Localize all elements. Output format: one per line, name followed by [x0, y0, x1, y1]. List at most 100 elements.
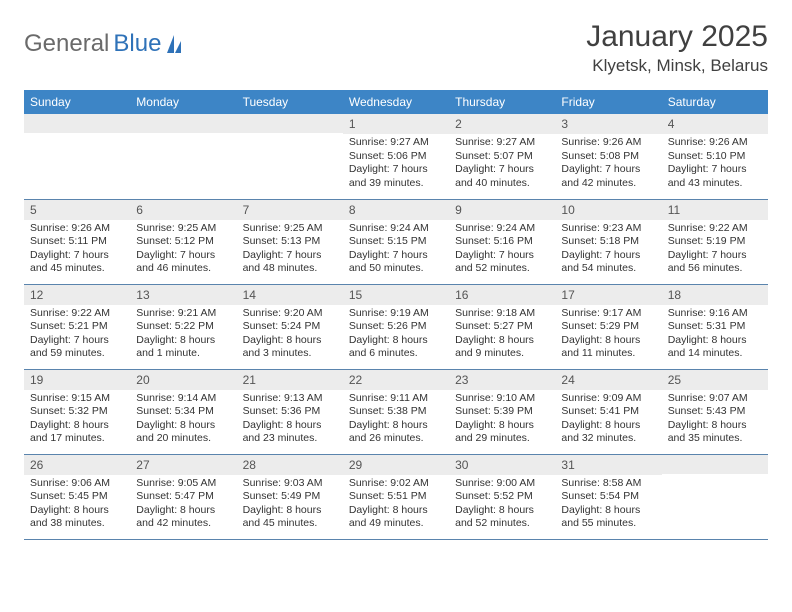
calendar-day-cell: 10Sunrise: 9:23 AMSunset: 5:18 PMDayligh… [555, 199, 661, 284]
calendar-day-cell: 21Sunrise: 9:13 AMSunset: 5:36 PMDayligh… [237, 369, 343, 454]
calendar-day-cell: 19Sunrise: 9:15 AMSunset: 5:32 PMDayligh… [24, 369, 130, 454]
day-details: Sunrise: 9:24 AMSunset: 5:16 PMDaylight:… [449, 220, 555, 281]
day-details: Sunrise: 9:10 AMSunset: 5:39 PMDaylight:… [449, 390, 555, 451]
calendar-day-cell: 20Sunrise: 9:14 AMSunset: 5:34 PMDayligh… [130, 369, 236, 454]
day-number: 17 [555, 285, 661, 305]
day-details: Sunrise: 9:15 AMSunset: 5:32 PMDaylight:… [24, 390, 130, 451]
calendar-day-cell: 11Sunrise: 9:22 AMSunset: 5:19 PMDayligh… [662, 199, 768, 284]
day-details: Sunrise: 9:18 AMSunset: 5:27 PMDaylight:… [449, 305, 555, 366]
calendar-day-cell: 12Sunrise: 9:22 AMSunset: 5:21 PMDayligh… [24, 284, 130, 369]
day-details [237, 133, 343, 139]
day-number: 2 [449, 114, 555, 134]
day-details: Sunrise: 9:26 AMSunset: 5:11 PMDaylight:… [24, 220, 130, 281]
calendar-day-cell: 8Sunrise: 9:24 AMSunset: 5:15 PMDaylight… [343, 199, 449, 284]
day-number: 25 [662, 370, 768, 390]
day-details: Sunrise: 9:16 AMSunset: 5:31 PMDaylight:… [662, 305, 768, 366]
day-details: Sunrise: 9:11 AMSunset: 5:38 PMDaylight:… [343, 390, 449, 451]
day-number: 29 [343, 455, 449, 475]
calendar-day-cell: 16Sunrise: 9:18 AMSunset: 5:27 PMDayligh… [449, 284, 555, 369]
calendar-day-cell: 4Sunrise: 9:26 AMSunset: 5:10 PMDaylight… [662, 114, 768, 199]
day-number: 14 [237, 285, 343, 305]
calendar-day-cell: 27Sunrise: 9:05 AMSunset: 5:47 PMDayligh… [130, 454, 236, 539]
day-details [662, 474, 768, 480]
calendar-day-cell [662, 454, 768, 539]
calendar-week-row: 5Sunrise: 9:26 AMSunset: 5:11 PMDaylight… [24, 199, 768, 284]
calendar-day-cell: 3Sunrise: 9:26 AMSunset: 5:08 PMDaylight… [555, 114, 661, 199]
day-header: Saturday [662, 90, 768, 114]
day-number: 13 [130, 285, 236, 305]
calendar-day-cell: 6Sunrise: 9:25 AMSunset: 5:12 PMDaylight… [130, 199, 236, 284]
day-header: Thursday [449, 90, 555, 114]
calendar-day-cell: 28Sunrise: 9:03 AMSunset: 5:49 PMDayligh… [237, 454, 343, 539]
day-details: Sunrise: 9:07 AMSunset: 5:43 PMDaylight:… [662, 390, 768, 451]
day-number: 9 [449, 200, 555, 220]
day-details: Sunrise: 9:27 AMSunset: 5:07 PMDaylight:… [449, 134, 555, 195]
day-details: Sunrise: 9:20 AMSunset: 5:24 PMDaylight:… [237, 305, 343, 366]
day-number: 26 [24, 455, 130, 475]
day-number: 10 [555, 200, 661, 220]
day-details: Sunrise: 9:21 AMSunset: 5:22 PMDaylight:… [130, 305, 236, 366]
calendar-day-cell: 24Sunrise: 9:09 AMSunset: 5:41 PMDayligh… [555, 369, 661, 454]
calendar-day-cell: 23Sunrise: 9:10 AMSunset: 5:39 PMDayligh… [449, 369, 555, 454]
day-details: Sunrise: 8:58 AMSunset: 5:54 PMDaylight:… [555, 475, 661, 536]
day-details: Sunrise: 9:17 AMSunset: 5:29 PMDaylight:… [555, 305, 661, 366]
day-number [24, 114, 130, 133]
day-number: 27 [130, 455, 236, 475]
day-details: Sunrise: 9:24 AMSunset: 5:15 PMDaylight:… [343, 220, 449, 281]
calendar-day-cell [237, 114, 343, 199]
day-header: Wednesday [343, 90, 449, 114]
calendar-day-cell: 13Sunrise: 9:21 AMSunset: 5:22 PMDayligh… [130, 284, 236, 369]
day-number: 3 [555, 114, 661, 134]
calendar-day-cell [130, 114, 236, 199]
day-details: Sunrise: 9:14 AMSunset: 5:34 PMDaylight:… [130, 390, 236, 451]
calendar-day-cell: 22Sunrise: 9:11 AMSunset: 5:38 PMDayligh… [343, 369, 449, 454]
calendar-day-cell: 18Sunrise: 9:16 AMSunset: 5:31 PMDayligh… [662, 284, 768, 369]
calendar-day-cell: 5Sunrise: 9:26 AMSunset: 5:11 PMDaylight… [24, 199, 130, 284]
day-header: Monday [130, 90, 236, 114]
day-number: 11 [662, 200, 768, 220]
day-number: 28 [237, 455, 343, 475]
day-number: 30 [449, 455, 555, 475]
logo: General Blue [24, 30, 181, 58]
calendar-week-row: 1Sunrise: 9:27 AMSunset: 5:06 PMDaylight… [24, 114, 768, 199]
day-number: 16 [449, 285, 555, 305]
logo-text-1: General [24, 30, 109, 58]
calendar-week-row: 12Sunrise: 9:22 AMSunset: 5:21 PMDayligh… [24, 284, 768, 369]
day-details: Sunrise: 9:05 AMSunset: 5:47 PMDaylight:… [130, 475, 236, 536]
day-details: Sunrise: 9:06 AMSunset: 5:45 PMDaylight:… [24, 475, 130, 536]
day-details: Sunrise: 9:00 AMSunset: 5:52 PMDaylight:… [449, 475, 555, 536]
day-details: Sunrise: 9:22 AMSunset: 5:19 PMDaylight:… [662, 220, 768, 281]
day-number: 8 [343, 200, 449, 220]
day-details [130, 133, 236, 139]
calendar-day-cell: 7Sunrise: 9:25 AMSunset: 5:13 PMDaylight… [237, 199, 343, 284]
day-number: 5 [24, 200, 130, 220]
day-header: Sunday [24, 90, 130, 114]
day-details: Sunrise: 9:09 AMSunset: 5:41 PMDaylight:… [555, 390, 661, 451]
day-details: Sunrise: 9:26 AMSunset: 5:08 PMDaylight:… [555, 134, 661, 195]
day-details [24, 133, 130, 139]
day-details: Sunrise: 9:26 AMSunset: 5:10 PMDaylight:… [662, 134, 768, 195]
day-details: Sunrise: 9:13 AMSunset: 5:36 PMDaylight:… [237, 390, 343, 451]
day-number: 4 [662, 114, 768, 134]
day-details: Sunrise: 9:23 AMSunset: 5:18 PMDaylight:… [555, 220, 661, 281]
calendar-week-row: 26Sunrise: 9:06 AMSunset: 5:45 PMDayligh… [24, 454, 768, 539]
day-details: Sunrise: 9:25 AMSunset: 5:13 PMDaylight:… [237, 220, 343, 281]
day-number: 19 [24, 370, 130, 390]
day-details: Sunrise: 9:27 AMSunset: 5:06 PMDaylight:… [343, 134, 449, 195]
day-number: 1 [343, 114, 449, 134]
day-number: 23 [449, 370, 555, 390]
day-header: Tuesday [237, 90, 343, 114]
calendar-day-cell: 26Sunrise: 9:06 AMSunset: 5:45 PMDayligh… [24, 454, 130, 539]
calendar-week-row: 19Sunrise: 9:15 AMSunset: 5:32 PMDayligh… [24, 369, 768, 454]
day-details: Sunrise: 9:25 AMSunset: 5:12 PMDaylight:… [130, 220, 236, 281]
day-number [130, 114, 236, 133]
calendar-day-cell: 1Sunrise: 9:27 AMSunset: 5:06 PMDaylight… [343, 114, 449, 199]
logo-text-2: Blue [113, 30, 161, 58]
calendar-day-cell: 9Sunrise: 9:24 AMSunset: 5:16 PMDaylight… [449, 199, 555, 284]
calendar-day-cell: 14Sunrise: 9:20 AMSunset: 5:24 PMDayligh… [237, 284, 343, 369]
location: Klyetsk, Minsk, Belarus [586, 56, 768, 76]
logo-mark-icon [167, 35, 181, 53]
calendar-day-cell: 29Sunrise: 9:02 AMSunset: 5:51 PMDayligh… [343, 454, 449, 539]
title-block: January 2025 Klyetsk, Minsk, Belarus [586, 20, 768, 76]
day-details: Sunrise: 9:03 AMSunset: 5:49 PMDaylight:… [237, 475, 343, 536]
